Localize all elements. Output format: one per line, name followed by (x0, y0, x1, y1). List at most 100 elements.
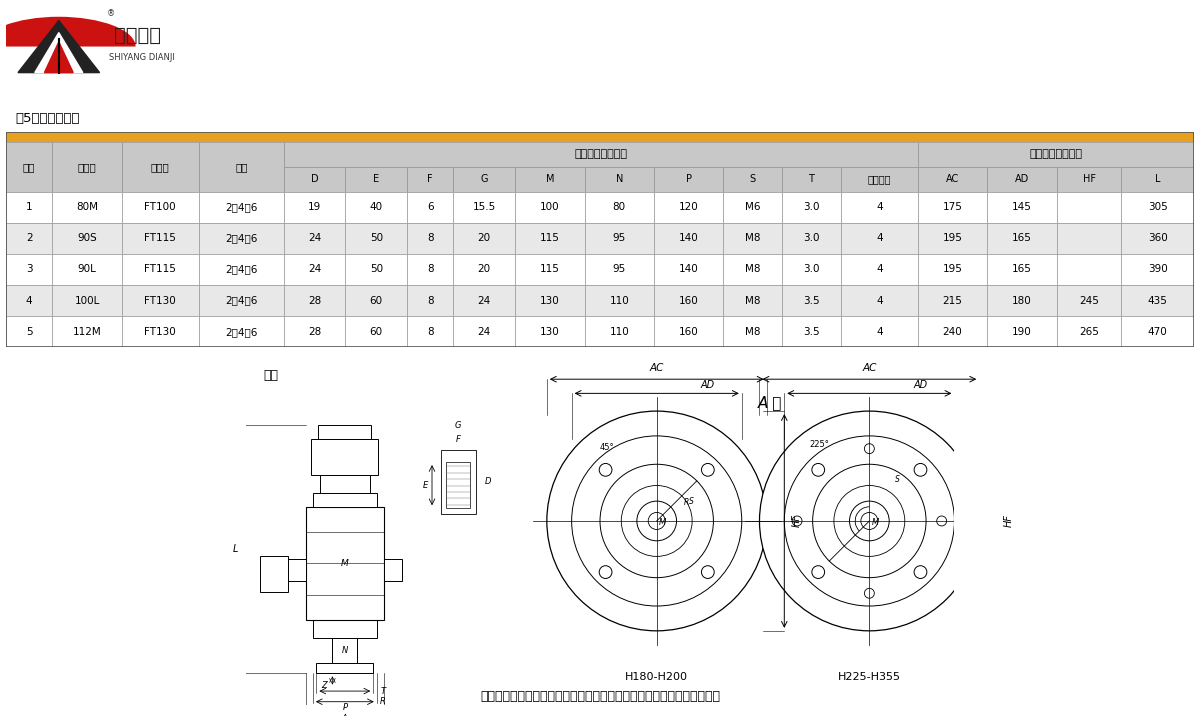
Text: 115: 115 (540, 233, 559, 243)
Bar (584, 316, 654, 347)
Bar (1057, 192, 1122, 223)
Text: 图六: 图六 (263, 369, 278, 382)
Bar (515, 223, 584, 254)
Text: 240: 240 (943, 326, 962, 337)
Text: 序号: 序号 (23, 162, 35, 172)
Circle shape (812, 463, 824, 476)
Text: ®: ® (107, 9, 115, 19)
Text: S: S (895, 475, 900, 484)
Text: 120: 120 (679, 202, 698, 212)
Text: 19: 19 (308, 202, 322, 212)
Text: M: M (341, 559, 349, 568)
Bar (515, 316, 584, 347)
Circle shape (547, 411, 767, 631)
Bar (454, 254, 515, 285)
Text: 2、4、6: 2、4、6 (226, 326, 258, 337)
Circle shape (864, 444, 875, 454)
Bar (584, 254, 654, 285)
Text: M8: M8 (745, 326, 761, 337)
Text: 160: 160 (679, 296, 698, 306)
Text: 45°: 45° (600, 443, 614, 452)
Bar (283, 142, 918, 167)
Text: 90L: 90L (78, 264, 96, 274)
Bar (318, 425, 371, 440)
Text: 5: 5 (26, 326, 32, 337)
Bar (724, 316, 782, 347)
Bar (121, 192, 199, 223)
Text: 360: 360 (1148, 233, 1168, 243)
Bar (283, 285, 346, 316)
Text: 安装尺寸（毫米）: 安装尺寸（毫米） (575, 150, 628, 160)
Text: AD: AD (913, 379, 928, 390)
Text: 80M: 80M (76, 202, 98, 212)
Circle shape (571, 436, 742, 606)
Bar (782, 167, 841, 191)
Bar (1122, 192, 1194, 223)
Text: 3.0: 3.0 (803, 264, 820, 274)
Text: 215: 215 (943, 296, 962, 306)
Text: P: P (685, 174, 691, 184)
Bar (1057, 167, 1122, 191)
Text: M8: M8 (745, 296, 761, 306)
Circle shape (792, 516, 802, 526)
Bar (346, 192, 407, 223)
Polygon shape (18, 21, 100, 72)
Bar (407, 254, 454, 285)
Bar (454, 167, 515, 191)
Text: H180-H200: H180-H200 (625, 672, 689, 682)
Bar (6, 192, 53, 223)
Circle shape (834, 485, 905, 556)
Bar (121, 316, 199, 347)
Bar (346, 316, 407, 347)
Circle shape (637, 501, 677, 541)
Bar (259, 556, 288, 592)
Bar (1057, 316, 1122, 347)
Bar (454, 316, 515, 347)
Bar (313, 493, 377, 507)
Text: 115: 115 (540, 264, 559, 274)
Text: 外形尺寸（毫米）: 外形尺寸（毫米） (1030, 150, 1082, 160)
Text: 2: 2 (26, 233, 32, 243)
Text: S: S (750, 174, 756, 184)
Text: 极数: 极数 (235, 162, 247, 172)
Bar (311, 440, 378, 475)
Bar (654, 167, 724, 191)
Bar (407, 223, 454, 254)
Text: 表5（对应图五）: 表5（对应图五） (16, 112, 80, 125)
Bar (515, 192, 584, 223)
Text: M: M (546, 174, 554, 184)
Text: 立式安装、机座不带底脚、端盖上有凸缘（带通孔）、轴伸向下的电动机: 立式安装、机座不带底脚、端盖上有凸缘（带通孔）、轴伸向下的电动机 (480, 690, 720, 703)
Bar (918, 316, 988, 347)
Bar (1122, 223, 1194, 254)
Text: 265: 265 (1079, 326, 1099, 337)
Bar (199, 316, 283, 347)
Text: AC: AC (946, 174, 959, 184)
Bar (782, 192, 841, 223)
Bar (1057, 285, 1122, 316)
Bar (199, 192, 283, 223)
Bar (1122, 254, 1194, 285)
Text: 3.0: 3.0 (803, 233, 820, 243)
Bar (918, 192, 988, 223)
Text: FT130: FT130 (144, 296, 176, 306)
Circle shape (914, 463, 926, 476)
Bar (53, 254, 121, 285)
Bar (1122, 316, 1194, 347)
Text: 8: 8 (427, 326, 433, 337)
Text: 175: 175 (943, 202, 962, 212)
Bar (654, 316, 724, 347)
Bar (6, 285, 53, 316)
Text: 50: 50 (370, 233, 383, 243)
Bar (407, 167, 454, 191)
Bar (454, 285, 515, 316)
Bar (407, 285, 454, 316)
Text: 165: 165 (1012, 233, 1032, 243)
Text: 50: 50 (370, 264, 383, 274)
Bar (988, 285, 1057, 316)
Text: 4: 4 (876, 326, 882, 337)
Text: SHIYANG DIANJI: SHIYANG DIANJI (109, 53, 175, 62)
Circle shape (702, 463, 714, 476)
Text: 100: 100 (540, 202, 559, 212)
Bar (782, 254, 841, 285)
Text: 4: 4 (26, 296, 32, 306)
